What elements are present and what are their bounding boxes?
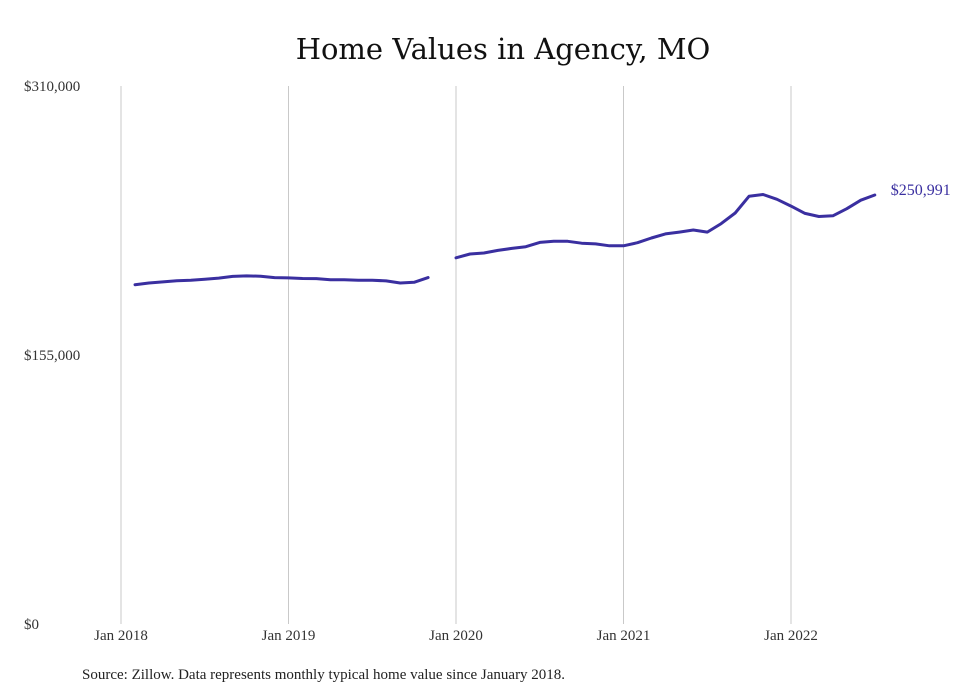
y-tick-label: $310,000	[24, 79, 80, 95]
x-tick-label: Jan 2019	[262, 628, 316, 644]
series-lines	[133, 193, 877, 287]
y-axis-ticks: $310,000 $155,000 $0	[24, 79, 80, 633]
series-line-segment	[133, 274, 430, 287]
source-note: Source: Zillow. Data represents monthly …	[82, 667, 566, 683]
end-value-label: $250,991	[891, 182, 951, 199]
x-tick-label: Jan 2021	[597, 628, 651, 644]
x-axis-ticks: Jan 2018 Jan 2019 Jan 2020 Jan 2021 Jan 2022	[94, 628, 818, 644]
series-line-segment	[454, 193, 877, 260]
y-tick-label: $0	[24, 617, 39, 633]
chart-title: Home Values in Agency, MO	[296, 32, 711, 66]
x-tick-label: Jan 2022	[764, 628, 818, 644]
x-tick-label: Jan 2020	[429, 628, 483, 644]
line-chart: Home Values in Agency, MO $310,000 $155,0…	[24, 32, 951, 644]
x-tick-label: Jan 2018	[94, 628, 148, 644]
y-tick-label: $155,000	[24, 348, 80, 364]
gridlines	[120, 86, 792, 624]
